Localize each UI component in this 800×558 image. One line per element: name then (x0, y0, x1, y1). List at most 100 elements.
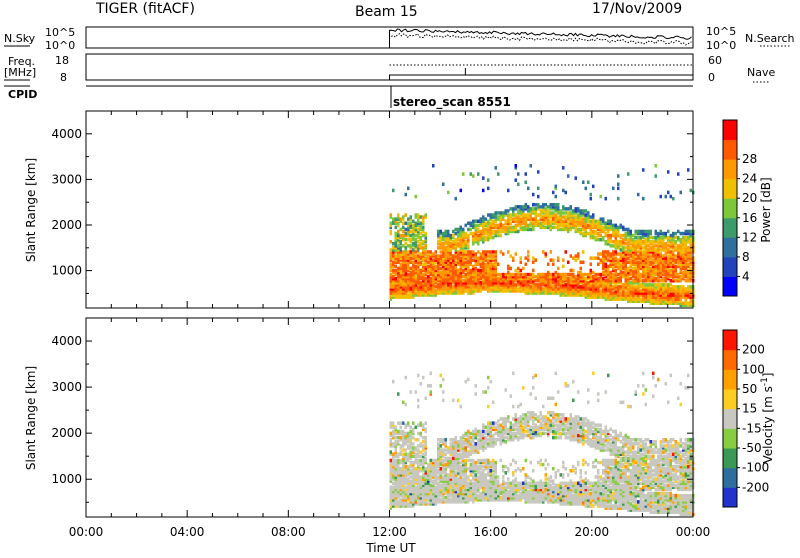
velocity-cell (460, 405, 463, 409)
power-cell (525, 203, 528, 207)
power-cell (515, 224, 518, 228)
power-cell (520, 261, 523, 265)
power-cell (600, 258, 603, 262)
power-cell (437, 240, 440, 244)
power-cell (652, 240, 655, 244)
power-cell (675, 285, 678, 289)
power-cell (492, 254, 495, 257)
power-cell (572, 256, 575, 260)
power-cell (597, 220, 600, 224)
power-cell (620, 252, 623, 256)
velocity-cell (467, 475, 470, 479)
nsearch-label: N.Search (745, 32, 795, 45)
power-cell (415, 195, 418, 199)
power-cell (402, 244, 405, 248)
velocity-cell (427, 502, 430, 506)
power-cell (640, 289, 643, 293)
power-cell (547, 205, 550, 209)
velocity-cell (470, 459, 473, 463)
velocity-cell (467, 430, 470, 434)
velocity-cell (467, 378, 470, 382)
power-cell (622, 283, 625, 287)
power-cell (577, 207, 580, 211)
power-cell (602, 277, 605, 281)
velocity-cell (485, 473, 488, 477)
power-cell (497, 211, 500, 215)
velocity-cell (472, 459, 475, 463)
power-cell (600, 273, 603, 277)
velocity-cell (487, 438, 490, 442)
power-cell (530, 273, 533, 277)
power-cell (492, 250, 495, 254)
power-cell (487, 213, 490, 217)
velocity-cell (482, 423, 485, 427)
power-cell (407, 244, 410, 248)
power-cell (527, 273, 530, 277)
power-cell (480, 230, 483, 234)
power-cell (655, 164, 658, 168)
velocity-cell (470, 473, 473, 477)
power-cell (515, 269, 518, 273)
velocity-cell (397, 421, 400, 425)
power-cell (392, 275, 395, 279)
velocity-cell (405, 403, 408, 407)
velocity-cell (502, 426, 505, 430)
power-cell (422, 226, 425, 230)
power-cell (522, 273, 525, 277)
velocity-cell (500, 459, 503, 463)
power-cell (417, 228, 420, 232)
velocity-cell (522, 386, 525, 390)
velocity-cell (390, 438, 393, 442)
power-cell (567, 261, 570, 265)
power-cell (545, 273, 548, 277)
velocity-cell (400, 467, 403, 471)
power-cell (672, 250, 675, 254)
power-cell (612, 224, 615, 228)
velocity-cell (435, 486, 438, 490)
power-cell (520, 273, 523, 277)
power-cell (497, 263, 500, 267)
power-cell (432, 164, 435, 168)
velocity-cell (445, 500, 448, 504)
velocity-cell (407, 502, 410, 506)
power-cell (542, 287, 545, 291)
power-cell (537, 220, 540, 224)
freq-unit-label: [MHz] (4, 66, 36, 79)
power-cell (460, 256, 463, 260)
velocity-cell (455, 436, 458, 440)
velocity-cell (465, 380, 468, 384)
power-cell (562, 166, 565, 170)
velocity-cell (420, 459, 423, 463)
power-cell (625, 246, 628, 250)
velocity-cell (435, 459, 438, 463)
velocity-cell (460, 436, 463, 440)
power-cell (390, 222, 393, 226)
velocity-cell (405, 453, 408, 457)
power-cell (420, 281, 423, 285)
power-cell (562, 273, 565, 277)
power-cell (527, 224, 530, 228)
velocity-cell (410, 479, 413, 483)
power-cell (560, 209, 563, 213)
velocity-cell (397, 430, 400, 434)
velocity-cell (485, 446, 488, 450)
velocity-cell (420, 467, 423, 471)
velocity-cell (475, 442, 478, 446)
power-cell (680, 191, 683, 195)
power-cell (395, 265, 398, 269)
power-cell (667, 170, 670, 174)
power-cell (580, 285, 583, 289)
power-cell (505, 273, 508, 277)
power-cell (420, 261, 423, 265)
power-cell (580, 261, 583, 265)
power-cell (670, 195, 673, 199)
power-cell (600, 195, 603, 199)
velocity-cell (400, 444, 403, 448)
velocity-cell (400, 450, 403, 454)
velocity-cell (500, 423, 503, 427)
velocity-cell (412, 421, 415, 425)
velocity-cell (412, 442, 415, 446)
velocity-cell (470, 440, 473, 444)
power-cell (437, 246, 440, 250)
power-cell (507, 265, 510, 269)
